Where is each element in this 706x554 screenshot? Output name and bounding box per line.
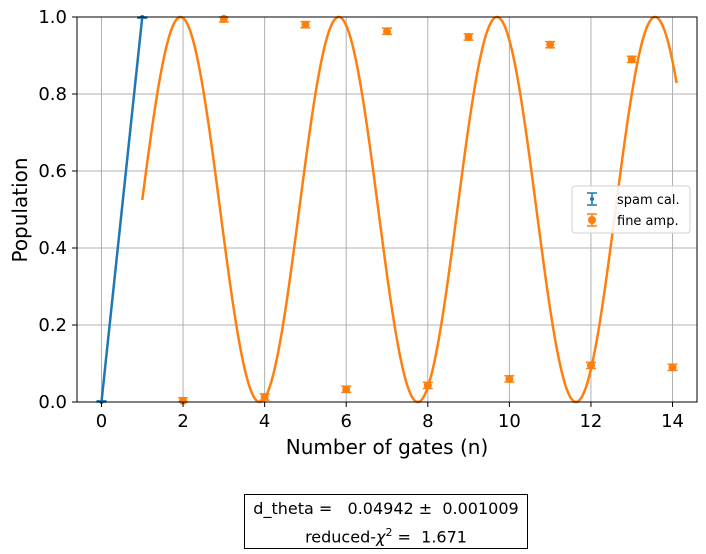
x-tick-label: 8 [422,411,433,432]
fit-lines [100,15,678,404]
chi-symbol: χ [376,527,386,547]
legend-spam-cal-marker [590,197,594,201]
fine-amp-point [505,374,514,383]
y-tick-label: 1.0 [38,7,67,28]
fine-amp-point [546,40,555,49]
x-tick-label: 4 [259,411,270,432]
x-tick-label: 2 [177,411,188,432]
y-tick-label: 0.8 [38,84,67,105]
fine-amp-point [301,20,310,29]
fine-amp-point [383,27,391,36]
fine-amp-point [179,396,188,405]
spam-cal-fit-line [100,16,144,403]
fine-amp-point [464,33,473,42]
y-tick-label: 0.6 [38,161,67,182]
x-tick-label: 12 [579,411,602,432]
fine-amp-point [586,361,595,370]
y-tick-label: 0.4 [38,238,67,259]
chi2-value: = 1.671 [392,527,467,547]
x-axis-label: Number of gates (n) [286,435,489,459]
legend-frame [571,185,691,234]
legend-fine-amp-label: fine amp. [617,214,679,229]
fine-amp-point [627,55,636,64]
x-tick-label: 6 [340,411,351,432]
x-tick-label: 14 [661,411,684,432]
y-axis-label: Population [8,157,32,262]
fine-amp-point [219,14,228,23]
legend-spam-cal-label: spam cal. [617,193,680,208]
ticks: 0 2 4 6 8 10 12 14 0.0 0.2 0.4 0.6 0.8 1.0 [38,7,684,432]
y-tick-label: 0.2 [38,315,67,336]
chi-superscript: 2 [385,526,393,539]
legend: spam cal. fine amp. [571,185,691,234]
y-tick-label: 0.0 [38,392,67,413]
legend-fine-amp-marker [588,216,596,224]
x-tick-label: 10 [498,411,521,432]
chart: 0 2 4 6 8 10 12 14 0.0 0.2 0.4 0.6 0.8 1.0 Number of … [8,7,698,459]
plot-frame [76,16,698,403]
fit-report-d-theta: d_theta = 0.04942 ± 0.001009 [253,499,519,518]
fine-amp-point [668,363,677,372]
fine-amp-point [423,381,432,390]
fine-amp-fit-curve [141,15,678,404]
fit-report-chi2: reduced-χ2 = 1.671 [245,521,527,549]
data-points [96,14,678,405]
x-tick-label: 0 [96,411,107,432]
fine-amp-point [260,392,269,401]
fit-report-box: d_theta = 0.04942 ± 0.001009 reduced-χ2 … [244,494,528,549]
chi2-prefix: reduced- [305,527,376,547]
fine-amp-point [342,385,351,394]
